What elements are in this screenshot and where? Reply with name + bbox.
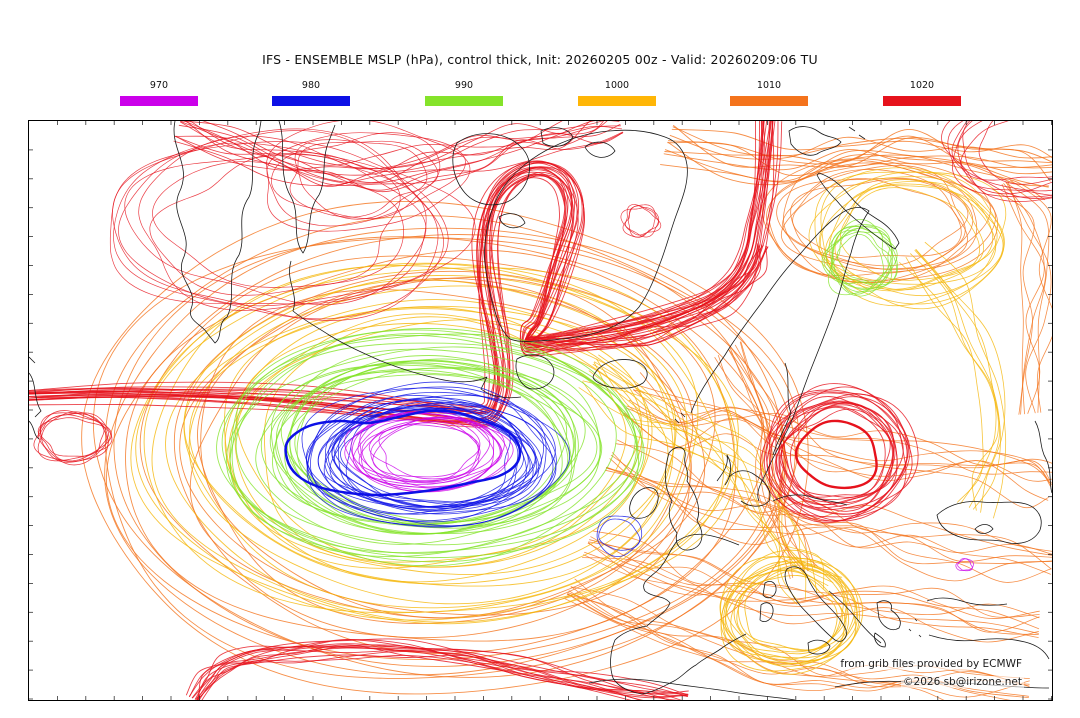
legend-item-1000: 1000 (578, 78, 656, 106)
chart-title: IFS - ENSEMBLE MSLP (hPa), control thick… (262, 52, 818, 67)
red-hudson-loops (109, 128, 476, 321)
magenta-cluster (344, 410, 514, 493)
legend-item-970: 970 (120, 78, 198, 106)
coastlines (29, 121, 1052, 700)
legend-color-bar (120, 96, 198, 106)
orange-europe-3 (582, 530, 1040, 643)
orange-right-edge (992, 179, 1052, 415)
red-hudson-loops-2 (266, 121, 471, 232)
contour-systems (29, 121, 1052, 700)
legend-label: 1010 (756, 80, 782, 91)
attribution-source: from grib files provided by ECMWF (838, 658, 1024, 670)
red-bottom-band (185, 638, 689, 700)
weather-map: from grib files provided by ECMWF ©2026 … (28, 120, 1053, 701)
red-baltic-control (794, 419, 878, 490)
yellow-ne-band (899, 241, 1007, 519)
legend-label: 1020 (909, 80, 935, 91)
legend-label: 980 (301, 80, 321, 91)
red-greenland-norway-band (525, 243, 769, 353)
map-canvas (29, 121, 1052, 700)
orange-europe-1 (623, 372, 1052, 509)
yellow-italy-swirl (719, 549, 864, 675)
yellow-ne-swirl (808, 167, 1007, 310)
red-greenland-blob (620, 204, 662, 238)
legend-color-bar (272, 96, 350, 106)
contour-legend: 970 980 990 1000 1010 1020 (0, 78, 1080, 112)
orange-europe-2 (604, 439, 1052, 583)
attribution-copyright: ©2026 sb@irizone.net (901, 676, 1024, 688)
legend-color-bar (730, 96, 808, 106)
legend-item-1020: 1020 (883, 78, 961, 106)
legend-label: 970 (149, 80, 169, 91)
legend-item-990: 990 (425, 78, 503, 106)
legend-label: 1000 (604, 80, 630, 91)
legend-color-bar (425, 96, 503, 106)
legend-item-980: 980 (272, 78, 350, 106)
magenta-tiny-east (955, 558, 974, 572)
red-topright-mass (941, 121, 1052, 202)
red-west-swirl (33, 410, 113, 466)
blue-outlier-loop (596, 515, 643, 558)
legend-label: 990 (454, 80, 474, 91)
blue-control (284, 409, 522, 497)
legend-item-1010: 1010 (730, 78, 808, 106)
red-baltic-swirl (760, 383, 919, 524)
red-top-band (173, 121, 624, 193)
legend-color-bar (883, 96, 961, 106)
blue-cluster (301, 381, 571, 528)
orange-top-band (660, 125, 1052, 201)
legend-color-bar (578, 96, 656, 106)
graticule-ticks (29, 121, 1052, 700)
